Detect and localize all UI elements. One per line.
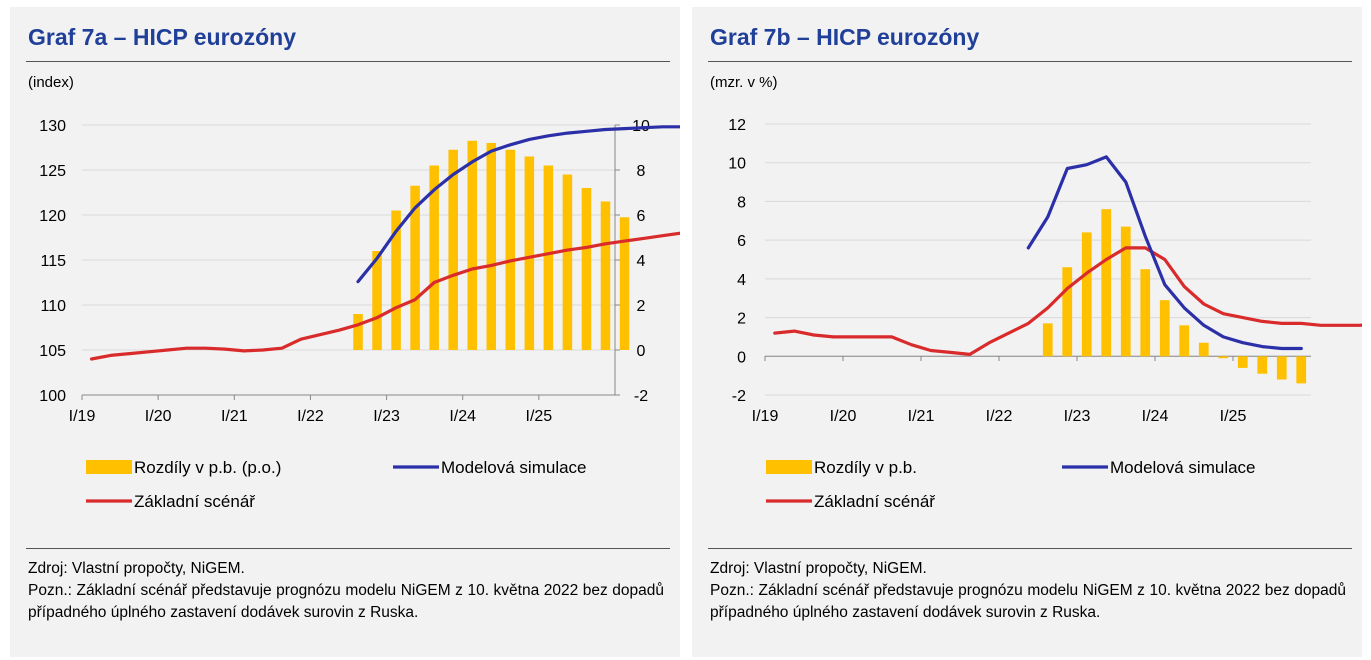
bar (1296, 356, 1307, 384)
y-right-tick-label: -2 (634, 388, 648, 405)
source-note: Zdroj: Vlastní propočty, NiGEM. (710, 560, 927, 577)
y-tick-label: 12 (728, 117, 746, 134)
legend-label: Základní scénář (134, 492, 255, 511)
chart-panel-a: Graf 7a – HICP eurozóny (index) 100 105 110… (10, 7, 680, 657)
legend-label: Rozdíly v p.b. (p.o.) (134, 458, 281, 477)
bar (1276, 356, 1287, 380)
chart-b: (mzr. v %) -2 0 2 4 6 8 10 12 I/19 I/20 I/21 I/22 I/2… (710, 74, 1362, 511)
bar (1159, 300, 1170, 357)
bar (372, 251, 382, 350)
legend-swatch-bars (86, 460, 132, 474)
bar (1179, 325, 1190, 357)
bar (1101, 209, 1112, 357)
series-line-base (773, 246, 1362, 356)
bar (505, 149, 516, 350)
y-tick-label: 6 (737, 233, 746, 250)
bar (1062, 267, 1073, 357)
notes-divider (26, 548, 670, 549)
bar (543, 165, 554, 350)
y-tick-label: 8 (737, 194, 746, 211)
y-tick-label: 2 (737, 311, 746, 328)
bar (467, 140, 477, 350)
y-tick-label: 120 (39, 208, 66, 225)
x-tick-label: I/21 (221, 408, 248, 425)
bar (562, 174, 573, 350)
bar (619, 217, 630, 350)
bar (1237, 356, 1248, 368)
series-line-model (356, 125, 680, 284)
y-tick-label: 10 (728, 156, 746, 173)
bar (486, 143, 497, 350)
bar (1042, 323, 1053, 357)
x-tick-label: I/23 (373, 408, 400, 425)
bar (353, 314, 363, 350)
y-axis-unit-label: (index) (28, 74, 74, 91)
y-tick-label: 100 (39, 388, 66, 405)
bar (1140, 269, 1151, 357)
y-tick-label: 115 (40, 253, 66, 270)
y-right-tick-label: 2 (637, 298, 646, 315)
y-right-tick-label: 6 (637, 208, 646, 225)
x-tick-label: I/22 (986, 408, 1013, 425)
source-note: Zdroj: Vlastní propočty, NiGEM. (28, 560, 245, 577)
x-tick-label: I/20 (830, 408, 857, 425)
bar (600, 201, 611, 350)
bar (448, 149, 458, 350)
y-tick-label: 0 (737, 349, 746, 366)
y-tick-label: 105 (39, 343, 66, 360)
x-tick-label: I/20 (145, 408, 172, 425)
x-tick-label: I/24 (449, 408, 476, 425)
y-right-tick-label: 0 (637, 343, 646, 360)
series-line-model (1026, 155, 1303, 351)
x-tick-label: I/21 (908, 408, 935, 425)
chart-title: Graf 7b – HICP eurozóny (710, 24, 980, 50)
x-tick-label: I/23 (1064, 408, 1091, 425)
chart-panel-b: Graf 7b – HICP eurozóny (mzr. v %) -2 0 2 4 6… (692, 7, 1362, 657)
legend-swatch-bars (766, 460, 812, 474)
legend-label: Základní scénář (814, 492, 935, 511)
series-line-base (89, 231, 680, 361)
bar (1257, 356, 1268, 374)
x-tick-label: I/24 (1142, 408, 1169, 425)
y-tick-label: -2 (732, 388, 746, 405)
y-tick-label: 125 (39, 163, 66, 180)
x-tick-label: I/25 (526, 408, 553, 425)
bar (410, 185, 420, 350)
x-tick-label: I/19 (69, 408, 96, 425)
notes-divider (708, 548, 1352, 549)
title-divider (26, 61, 670, 62)
footnote: Pozn.: Základní scénář představuje progn… (710, 582, 1346, 621)
y-axis-unit-label: (mzr. v %) (710, 74, 778, 91)
y-right-tick-label: 8 (637, 163, 646, 180)
bar (524, 156, 535, 350)
bar (581, 188, 592, 350)
y-right-tick-label: 4 (637, 253, 646, 270)
y-tick-label: 4 (737, 272, 746, 289)
bar (391, 210, 401, 350)
bar (1081, 232, 1092, 357)
bar (1120, 226, 1131, 357)
footnote: Pozn.: Základní scénář představuje progn… (28, 582, 664, 621)
bar (1218, 356, 1229, 359)
legend-label: Modelová simulace (1110, 458, 1256, 477)
legend-label: Rozdíly v p.b. (814, 458, 917, 477)
x-tick-label: I/19 (752, 408, 779, 425)
y-tick-label: 130 (39, 118, 66, 135)
title-divider (708, 61, 1352, 62)
legend-label: Modelová simulace (441, 458, 587, 477)
bar (429, 165, 439, 350)
chart-a: (index)100105110115120125130-20246810I/1… (28, 74, 680, 511)
x-tick-label: I/25 (1220, 408, 1247, 425)
bar (1198, 342, 1209, 357)
x-tick-label: I/22 (297, 408, 324, 425)
chart-title: Graf 7a – HICP eurozóny (28, 24, 296, 50)
y-tick-label: 110 (40, 298, 66, 315)
